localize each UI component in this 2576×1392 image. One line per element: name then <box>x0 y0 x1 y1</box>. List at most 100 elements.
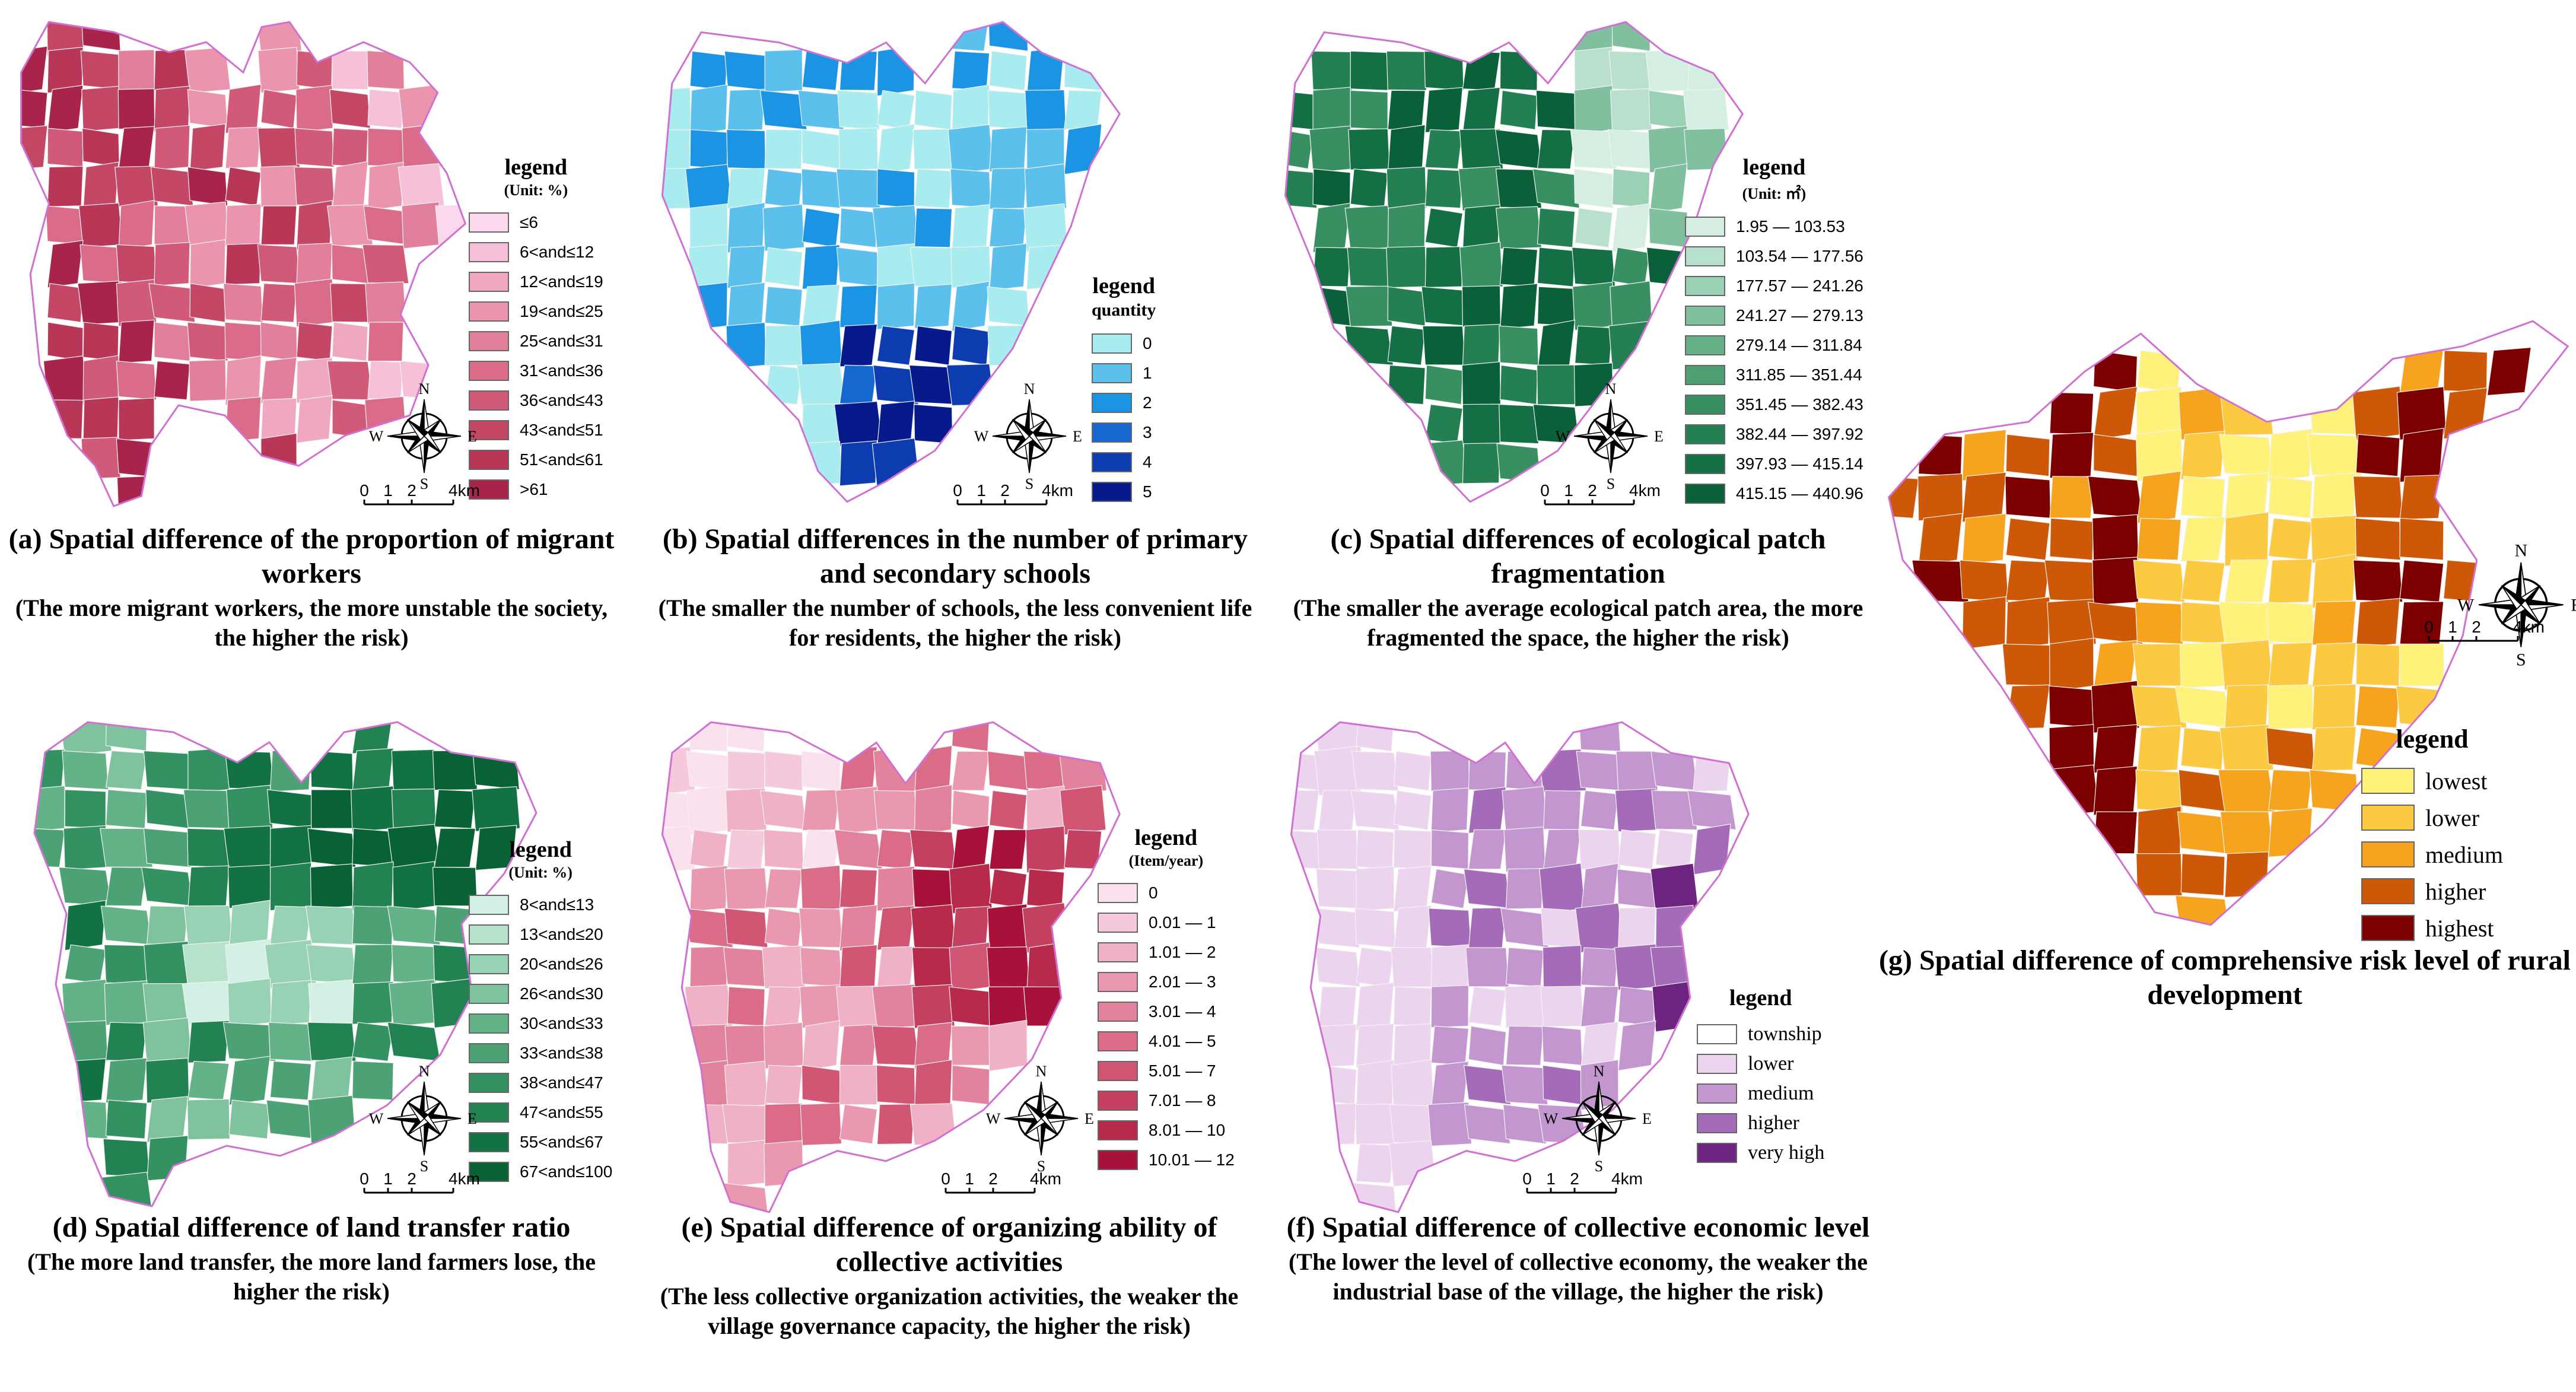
map-region <box>227 978 272 1028</box>
legend-swatch <box>1098 1091 1138 1111</box>
map-region <box>873 790 918 831</box>
map-region <box>2093 724 2138 774</box>
map-region <box>182 980 236 1025</box>
map-region <box>727 202 765 253</box>
map-region <box>1572 282 1615 331</box>
choropleth-map <box>1276 12 1762 522</box>
legend-item: 0.01 — 1 <box>1098 908 1235 937</box>
map-region <box>1430 1061 1470 1109</box>
map-region <box>1064 90 1102 131</box>
map-region <box>2180 476 2225 519</box>
map-region <box>762 945 806 989</box>
map-region <box>2049 637 2094 692</box>
legend-label: higher <box>1748 1112 1799 1134</box>
map-region <box>914 1059 953 1111</box>
compass-icon: N S W E <box>1544 1063 1652 1175</box>
map-region <box>2049 432 2094 479</box>
map-region <box>2049 476 2094 519</box>
map-region <box>764 908 803 948</box>
legend-item: 5.01 — 7 <box>1098 1056 1235 1086</box>
map-region <box>296 322 333 362</box>
map-region <box>1315 908 1360 948</box>
map-region <box>1505 947 1544 987</box>
map-region <box>154 205 190 245</box>
map-region <box>2307 434 2362 477</box>
scale-tick-label: 2 <box>988 1169 998 1188</box>
map-region <box>118 319 155 364</box>
legend-item: 1.01 — 2 <box>1098 937 1235 967</box>
legend-item: 1.95 — 103.53 <box>1685 212 1863 241</box>
map-region <box>1462 443 1501 484</box>
map-region <box>910 904 956 952</box>
legend-label: 1.01 — 2 <box>1149 943 1216 961</box>
legend-item: 20<and≤26 <box>469 949 612 979</box>
map-region <box>1316 868 1360 909</box>
map-region <box>1655 829 1694 870</box>
map-region <box>1344 205 1394 250</box>
map-region <box>1424 129 1464 170</box>
compass-label-s: S <box>420 1158 428 1175</box>
map-region <box>116 360 157 401</box>
compass-icon: N S W E <box>1556 380 1664 492</box>
map-region <box>1393 905 1432 951</box>
compass-label-s: S <box>420 475 428 492</box>
legend-item: 13<and≤20 <box>469 920 612 949</box>
map-region <box>689 865 728 912</box>
map-region <box>61 979 109 1027</box>
panel-caption: (b) Spatial differences in the number of… <box>641 522 1270 653</box>
map-region <box>1311 50 1353 91</box>
scale-bar: 0 1 2 4km <box>356 1169 498 1207</box>
legend-label: 25<and≤31 <box>520 332 603 350</box>
map-region <box>189 359 227 402</box>
legend-unit: (Unit: ㎡) <box>1742 185 1807 202</box>
legend-unit: (Unit: %) <box>508 864 573 881</box>
map-region <box>183 789 234 829</box>
map-region <box>80 50 122 90</box>
map-region <box>1468 829 1507 870</box>
map-region <box>951 1025 991 1066</box>
compass-label-n: N <box>1024 380 1035 398</box>
map-region <box>1387 124 1426 174</box>
legend-swatch <box>1685 306 1725 326</box>
map-region <box>796 363 845 407</box>
scale-tick-label: 2 <box>1000 481 1010 500</box>
map-region <box>104 944 150 984</box>
legend-swatch <box>2361 841 2415 867</box>
map-region <box>332 161 368 212</box>
map-region <box>1386 246 1427 288</box>
map-region <box>1580 790 1619 831</box>
map-region <box>951 281 990 332</box>
legend-item: 0 <box>1092 329 1156 358</box>
map-region <box>365 281 406 325</box>
map-region <box>367 89 404 129</box>
legend-item: 279.14 — 311.84 <box>1685 330 1863 360</box>
map-region <box>1387 286 1426 326</box>
map-region <box>1356 866 1395 911</box>
scale-tick-label: 2 <box>1570 1169 1579 1188</box>
map-region <box>187 89 228 129</box>
map-region <box>294 166 335 206</box>
map-legend: legend township lower medium higher very high <box>1697 985 1824 1168</box>
scale-tick-label: 2 <box>407 1169 416 1188</box>
map-region <box>1468 907 1507 949</box>
map-region <box>2005 476 2052 519</box>
map-region <box>2266 602 2315 644</box>
map-region <box>2266 727 2316 771</box>
map-region <box>763 1022 804 1070</box>
map-region <box>724 1060 768 1110</box>
legend-swatch <box>2361 915 2415 941</box>
map-region <box>1350 790 1400 831</box>
map-region <box>834 401 883 447</box>
map-region <box>914 284 953 329</box>
map-region <box>1318 790 1357 831</box>
legend-item: 2.01 — 3 <box>1098 967 1235 997</box>
map-region <box>763 829 804 870</box>
map-region <box>2355 643 2400 687</box>
map-region <box>2049 517 2094 561</box>
map-region <box>689 50 728 91</box>
map-region <box>876 325 915 366</box>
map-region <box>472 786 521 832</box>
legend-label: township <box>1748 1023 1822 1045</box>
map-region <box>117 88 155 130</box>
map-region <box>223 283 263 323</box>
